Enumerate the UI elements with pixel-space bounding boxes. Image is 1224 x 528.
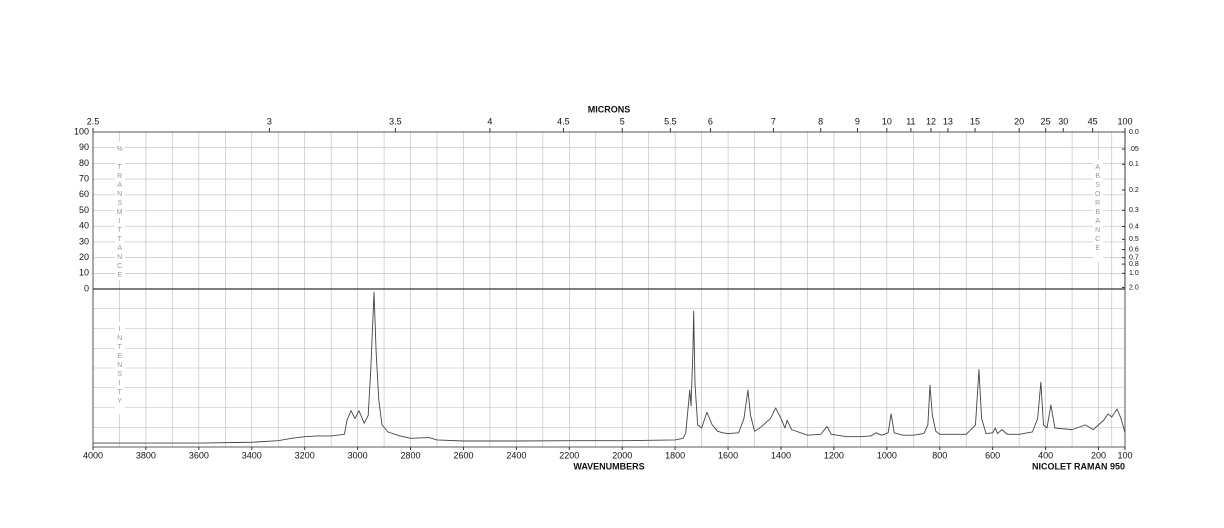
x2-tick-label: 25 <box>1041 116 1051 126</box>
x2-tick-label: 4 <box>487 116 492 126</box>
x2-tick-label: 8 <box>818 116 823 126</box>
y-tick-label: 30 <box>79 236 89 246</box>
instrument-label: NICOLET RAMAN 950 <box>1032 461 1125 471</box>
y2-tick-label: .05 <box>1129 146 1139 153</box>
x2-tick-label: 12 <box>926 116 936 126</box>
x-tick-label: 400 <box>1038 450 1053 460</box>
x-tick-label: 2400 <box>506 450 526 460</box>
x-tick-label: 2600 <box>453 450 473 460</box>
y2-tick-label: 2.0 <box>1129 284 1139 291</box>
spectrum-line <box>93 291 1126 444</box>
x-tick-label: 1800 <box>665 450 685 460</box>
y2-tick-label: 1.0 <box>1129 270 1139 277</box>
x-tick-label: 3800 <box>136 450 156 460</box>
x-tick-label: 2000 <box>612 450 632 460</box>
x-tick-label: 3200 <box>295 450 315 460</box>
y-tick-label: 0 <box>84 283 89 293</box>
x2-tick-label: 9 <box>855 116 860 126</box>
x-tick-label: 2800 <box>401 450 421 460</box>
x-axis-title: WAVENUMBERS <box>573 461 644 471</box>
x2-tick-label: 10 <box>882 116 892 126</box>
y2-axis-title: ABSORBANCE <box>1094 164 1101 254</box>
x-tick-label: 1000 <box>877 450 897 460</box>
x2-tick-label: 11 <box>906 116 915 126</box>
x2-tick-label: 7 <box>771 116 776 126</box>
y-tick-label: 10 <box>79 268 89 278</box>
y-tick-label: 70 <box>79 173 89 183</box>
y2-tick-label: 0.4 <box>1129 223 1139 230</box>
y-tick-label: 80 <box>79 158 89 168</box>
y-tick-label: 60 <box>79 189 89 199</box>
x2-tick-label: 45 <box>1088 116 1098 126</box>
x-tick-label: 3400 <box>242 450 262 460</box>
y-tick-label: 100 <box>74 126 89 136</box>
x-tick-label: 600 <box>985 450 1000 460</box>
x-tick-label: 100 <box>1117 450 1132 460</box>
y-axis-title: % TRANSMITTANCE <box>116 146 123 281</box>
x2-tick-label: 13 <box>943 116 953 126</box>
y2-tick-label: 0.8 <box>1129 261 1139 268</box>
x2-tick-label: 6 <box>708 116 713 126</box>
y2-tick-label: 0.1 <box>1129 161 1139 168</box>
y-axis-title-lower: INTENSITY <box>116 326 123 407</box>
x-tick-label: 1600 <box>718 450 738 460</box>
x2-tick-label: 15 <box>970 116 980 126</box>
x2-tick-label: 5.5 <box>664 116 677 126</box>
y-tick-label: 40 <box>79 221 89 231</box>
x2-tick-label: 5 <box>620 116 625 126</box>
x2-tick-label: 100 <box>1117 116 1132 126</box>
x2-axis-title: MICRONS <box>588 104 631 114</box>
y-tick-label: 20 <box>79 252 89 262</box>
x-tick-label: 2200 <box>559 450 579 460</box>
x2-tick-label: 4.5 <box>557 116 570 126</box>
y-tick-label: 90 <box>79 142 89 152</box>
y2-tick-label: 0.2 <box>1129 187 1139 194</box>
x-tick-label: 200 <box>1091 450 1106 460</box>
x2-tick-label: 30 <box>1058 116 1068 126</box>
y2-tick-label: 0.5 <box>1129 236 1139 243</box>
x-tick-label: 3600 <box>189 450 209 460</box>
x-tick-label: 1200 <box>824 450 844 460</box>
x-tick-label: 800 <box>932 450 947 460</box>
x-tick-label: 3000 <box>348 450 368 460</box>
y2-tick-label: 0.7 <box>1129 255 1139 262</box>
x-tick-label: 1400 <box>771 450 791 460</box>
y-tick-label: 50 <box>79 205 89 215</box>
label-bg <box>1093 160 1103 262</box>
x2-tick-label: 20 <box>1014 116 1024 126</box>
label-bg <box>115 142 125 280</box>
label-bg <box>115 322 125 414</box>
y2-tick-label: 0.0 <box>1129 129 1139 136</box>
x-tick-label: 4000 <box>83 450 103 460</box>
x2-tick-label: 2.5 <box>87 116 100 126</box>
x2-tick-label: 3.5 <box>389 116 402 126</box>
y2-tick-label: 0.6 <box>1129 246 1139 253</box>
y2-tick-label: 0.3 <box>1129 207 1139 214</box>
x2-tick-label: 3 <box>267 116 272 126</box>
